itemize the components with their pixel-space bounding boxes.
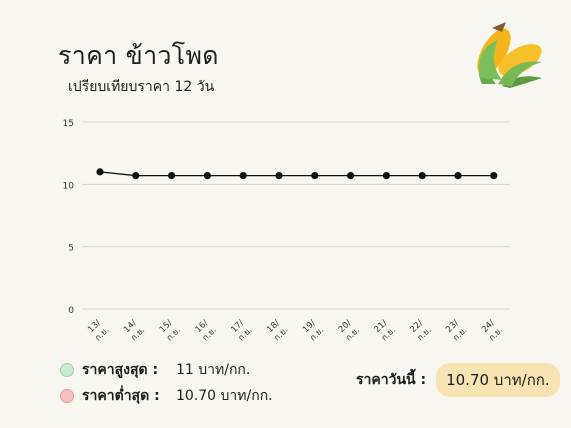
x-tick-label: 13/ก.ย. <box>86 318 112 344</box>
x-tick-label: 15/ก.ย. <box>157 318 183 344</box>
data-point <box>490 172 498 180</box>
corn-icon <box>477 22 542 88</box>
x-tick-label: 22/ก.ย. <box>408 318 434 344</box>
today-value: 10.70 บาท/กก. <box>436 363 560 397</box>
x-tick-label: 21/ก.ย. <box>372 318 398 344</box>
data-point <box>168 172 176 180</box>
low-label: ราคาต่ำสุด : <box>82 388 160 404</box>
low-value: 10.70 บาท/กก. <box>176 388 273 404</box>
data-point <box>418 172 426 180</box>
high-dot <box>60 363 74 377</box>
y-tick-label: 10 <box>63 181 75 191</box>
page-title: ราคา ข้าวโพด <box>58 41 219 70</box>
page-subtitle: เปรียบเทียบราคา 12 วัน <box>68 79 215 95</box>
data-point <box>275 172 283 180</box>
data-point <box>132 172 140 180</box>
series-line <box>99 171 494 177</box>
y-tick-label: 15 <box>63 119 74 129</box>
x-tick-label: 24/ก.ย. <box>479 318 505 344</box>
data-point <box>311 172 319 180</box>
x-tick-label: 18/ก.ย. <box>265 318 291 344</box>
high-value: 11 บาท/กก. <box>176 362 251 378</box>
data-point <box>96 168 104 176</box>
x-tick-label: 19/ก.ย. <box>300 318 326 344</box>
today-label: ราคาวันนี้ : <box>356 372 427 388</box>
legend-low: ราคาต่ำสุด : 10.70 บาท/กก. <box>60 385 273 407</box>
x-tick-label: 20/ก.ย. <box>336 318 362 344</box>
today-price: ราคาวันนี้ : 10.70 บาท/กก. <box>356 363 560 397</box>
y-tick-label: 5 <box>68 244 74 254</box>
data-point <box>454 172 462 180</box>
x-tick-label: 23/ก.ย. <box>444 318 470 344</box>
high-label: ราคาสูงสุด : <box>82 362 159 378</box>
x-tick-label: 14/ก.ย. <box>121 318 147 344</box>
data-point <box>382 172 390 180</box>
x-tick-label: 17/ก.ย. <box>229 318 255 344</box>
legend-high: ราคาสูงสุด : 11 บาท/กก. <box>60 359 250 381</box>
data-point <box>203 172 211 180</box>
x-tick-label: 16/ก.ย. <box>193 318 219 344</box>
y-tick-label: 0 <box>68 306 74 316</box>
data-point <box>347 172 355 180</box>
low-dot <box>60 389 74 403</box>
data-point <box>239 172 247 180</box>
